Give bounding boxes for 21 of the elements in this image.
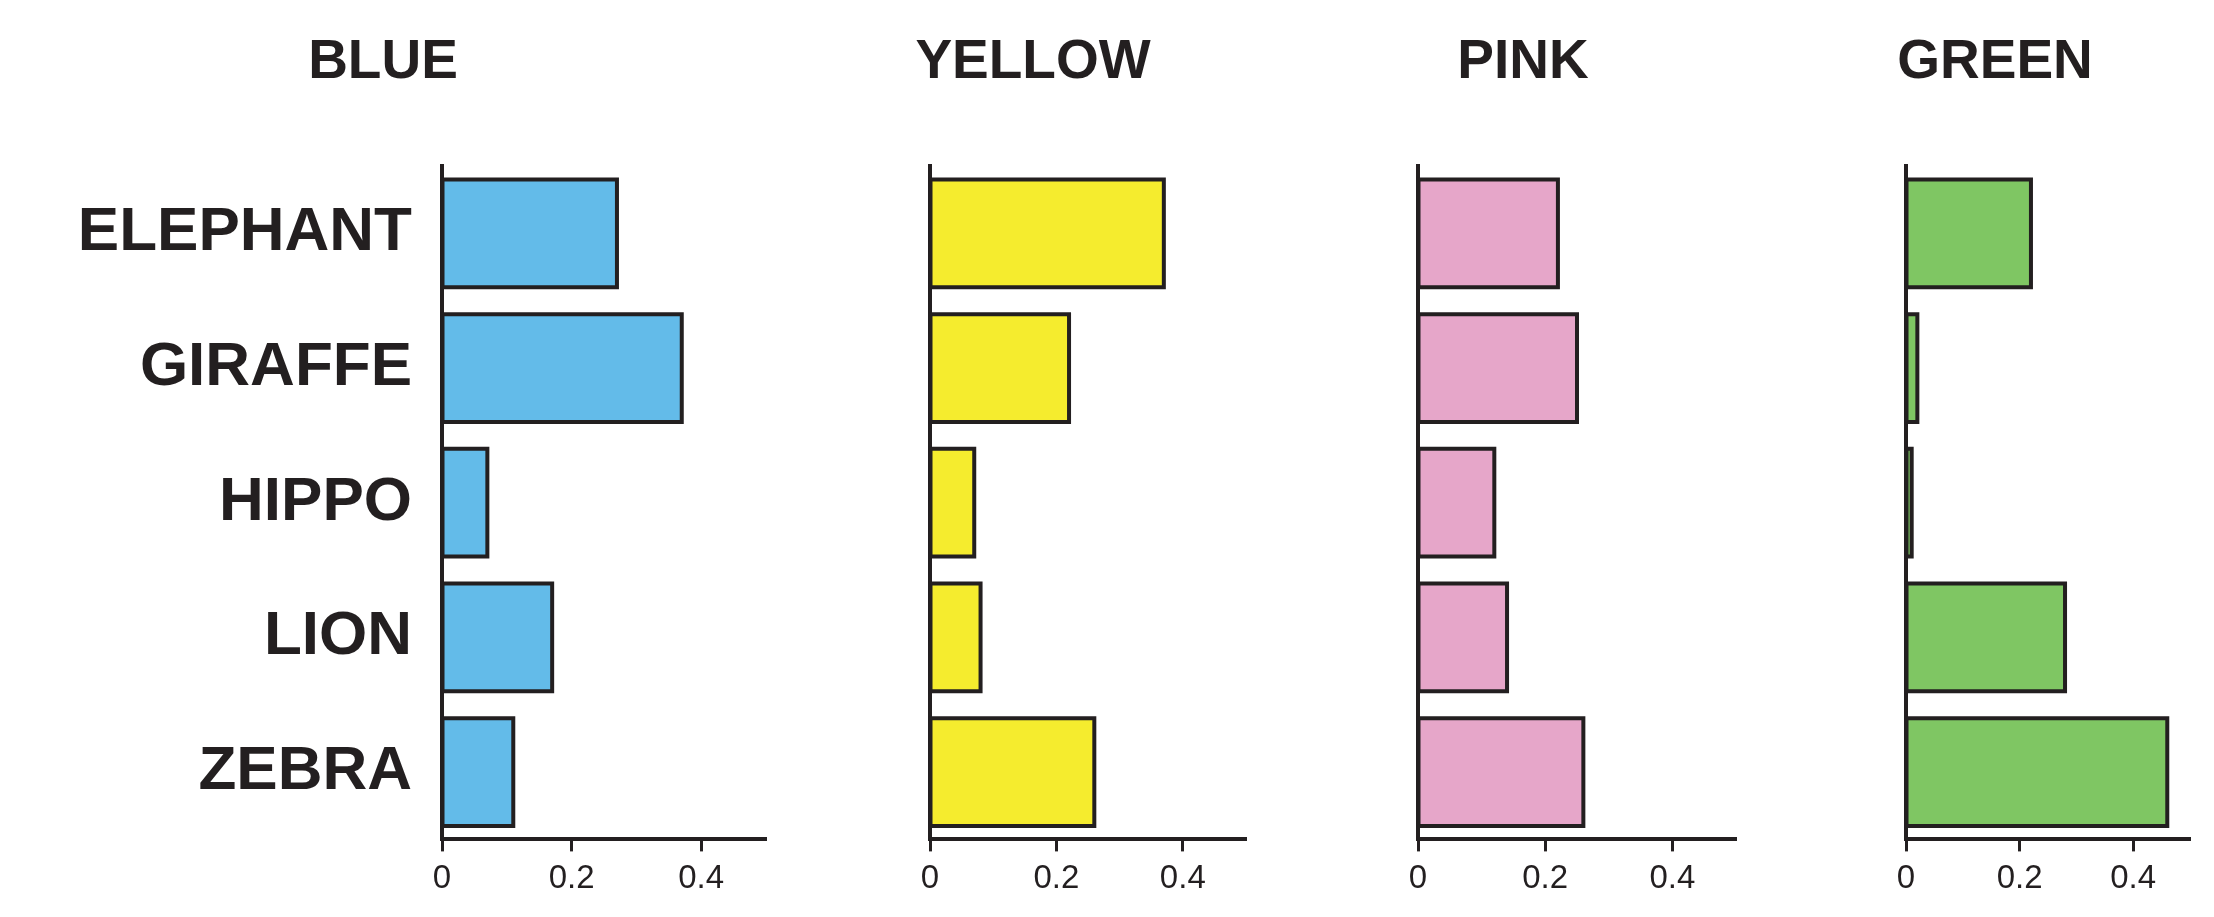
x-tick-label: 0.2 [1996, 858, 2043, 896]
x-tick-label: 0 [920, 858, 940, 896]
x-tick-label: 0.2 [1522, 858, 1569, 896]
y-tick-label: LION [263, 598, 412, 668]
x-tick-label: 0.2 [548, 858, 595, 896]
x-tick-label: 0.4 [678, 858, 725, 896]
x-tick-label: 0.2 [1033, 858, 1080, 896]
x-tick-label: 0.4 [2110, 858, 2157, 896]
chart-title: YELLOW [915, 28, 1151, 91]
x-tick-label: 0 [1896, 858, 1916, 896]
chart-title: PINK [1457, 28, 1589, 91]
y-tick-label: ZEBRA [198, 733, 412, 803]
x-tick-label: 0.4 [1649, 858, 1696, 896]
chart-title: GREEN [1897, 28, 2093, 91]
x-tick-label: 0 [432, 858, 452, 896]
y-tick-label: ELEPHANT [77, 194, 413, 264]
y-tick-label: HIPPO [219, 463, 412, 533]
x-tick-label: 0 [1408, 858, 1428, 896]
chart-title: BLUE [308, 28, 458, 91]
x-tick-label: 0.4 [1159, 858, 1206, 896]
y-tick-label: GIRAFFE [139, 329, 412, 399]
